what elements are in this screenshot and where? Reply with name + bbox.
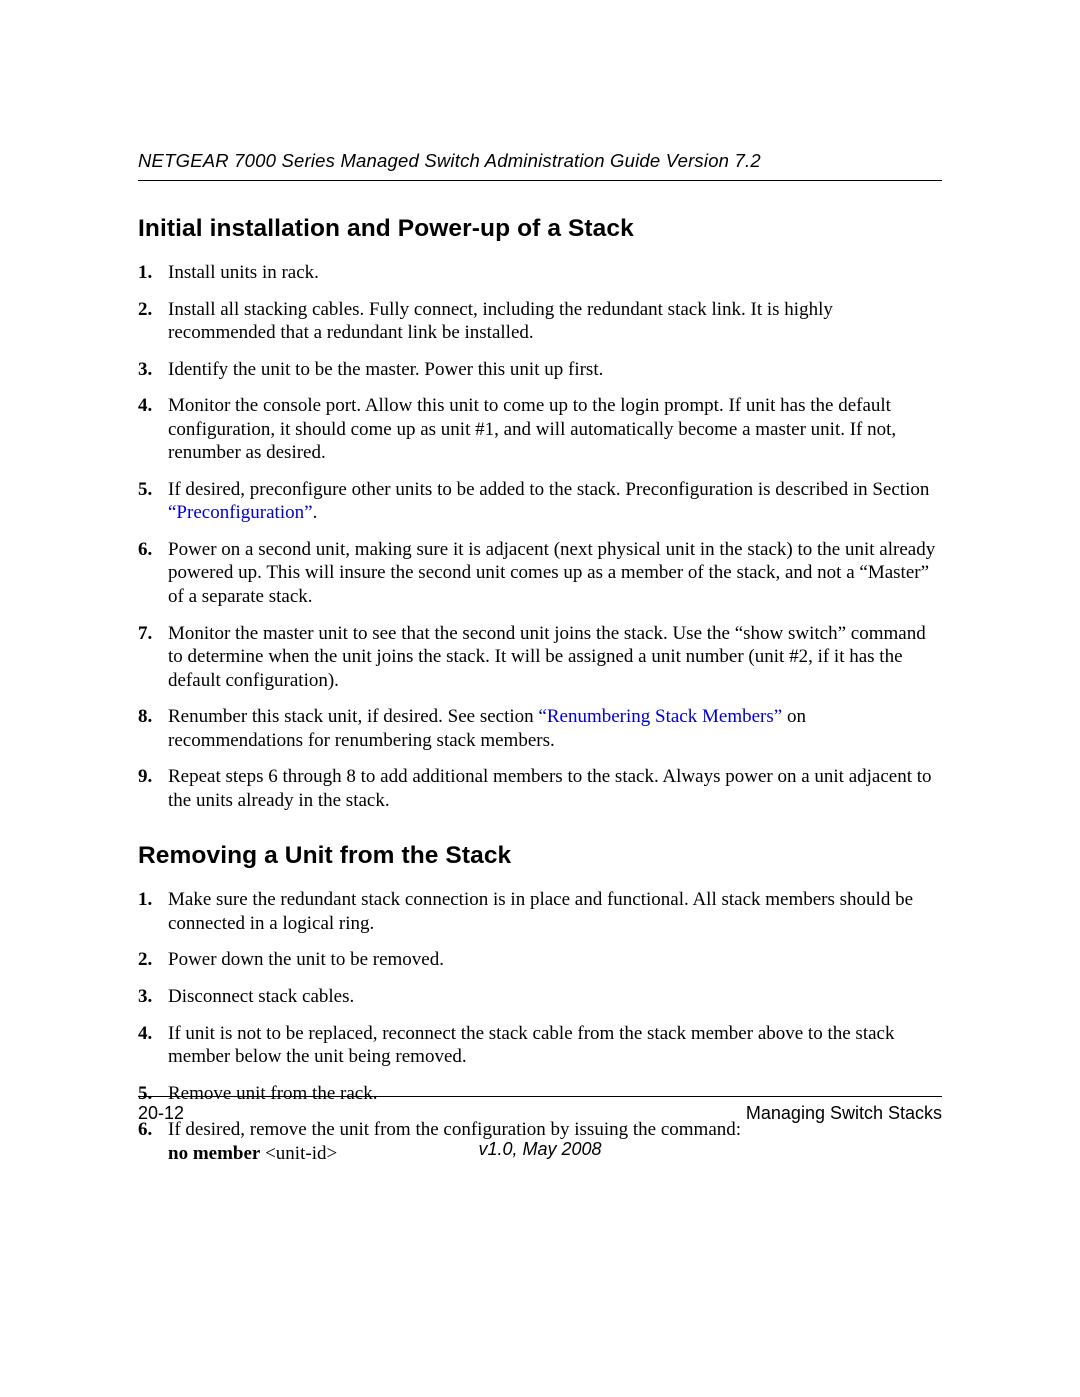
- step-item: 1.Make sure the redundant stack connecti…: [138, 888, 942, 935]
- step-text: Install units in rack.: [168, 261, 942, 285]
- text-run: .: [313, 502, 318, 523]
- step-item: 1.Install units in rack.: [138, 261, 942, 285]
- step-text: Install all stacking cables. Fully conne…: [168, 298, 942, 345]
- footer-rule: [138, 1096, 942, 1097]
- cross-reference-link[interactable]: “Renumbering Stack Members”: [538, 706, 782, 727]
- step-item: 3.Identify the unit to be the master. Po…: [138, 358, 942, 382]
- step-item: 2.Power down the unit to be removed.: [138, 948, 942, 972]
- text-run: Install all stacking cables. Fully conne…: [168, 299, 833, 344]
- step-text: Identify the unit to be the master. Powe…: [168, 358, 942, 382]
- section-heading: Initial installation and Power-up of a S…: [138, 215, 942, 243]
- text-run: Power down the unit to be removed.: [168, 949, 444, 970]
- running-head: NETGEAR 7000 Series Managed Switch Admin…: [138, 150, 942, 181]
- step-item: 2.Install all stacking cables. Fully con…: [138, 298, 942, 345]
- step-text: Disconnect stack cables.: [168, 985, 942, 1009]
- step-text: Renumber this stack unit, if desired. Se…: [168, 705, 942, 752]
- text-run: Disconnect stack cables.: [168, 986, 354, 1007]
- step-text: Monitor the console port. Allow this uni…: [168, 394, 942, 465]
- section-heading: Removing a Unit from the Stack: [138, 842, 942, 870]
- text-run: If unit is not to be replaced, reconnect…: [168, 1023, 894, 1068]
- step-item: 4.If unit is not to be replaced, reconne…: [138, 1022, 942, 1069]
- footer-row: 20-12 Managing Switch Stacks: [138, 1103, 942, 1124]
- text-run: Monitor the console port. Allow this uni…: [168, 395, 896, 463]
- step-number: 7.: [138, 622, 168, 693]
- step-item: 3.Disconnect stack cables.: [138, 985, 942, 1009]
- page-body: Initial installation and Power-up of a S…: [138, 215, 942, 1165]
- step-text: If desired, preconfigure other units to …: [168, 478, 942, 525]
- step-item: 9.Repeat steps 6 through 8 to add additi…: [138, 765, 942, 812]
- text-run: Monitor the master unit to see that the …: [168, 623, 926, 691]
- text-run: If desired, preconfigure other units to …: [168, 479, 929, 500]
- text-run: Make sure the redundant stack connection…: [168, 889, 913, 934]
- step-item: 7.Monitor the master unit to see that th…: [138, 622, 942, 693]
- step-text: Repeat steps 6 through 8 to add addition…: [168, 765, 942, 812]
- step-number: 2.: [138, 948, 168, 972]
- step-item: 8.Renumber this stack unit, if desired. …: [138, 705, 942, 752]
- step-number: 3.: [138, 358, 168, 382]
- step-number: 9.: [138, 765, 168, 812]
- cross-reference-link[interactable]: “Preconfiguration”: [168, 502, 313, 523]
- chapter-title: Managing Switch Stacks: [746, 1103, 942, 1124]
- step-number: 1.: [138, 888, 168, 935]
- step-item: 5.If desired, preconfigure other units t…: [138, 478, 942, 525]
- step-text: Power on a second unit, making sure it i…: [168, 538, 942, 609]
- step-number: 3.: [138, 985, 168, 1009]
- version-line: v1.0, May 2008: [0, 1139, 1080, 1160]
- text-run: Power on a second unit, making sure it i…: [168, 539, 935, 607]
- step-text: If unit is not to be replaced, reconnect…: [168, 1022, 942, 1069]
- step-number: 5.: [138, 478, 168, 525]
- step-number: 2.: [138, 298, 168, 345]
- step-number: 1.: [138, 261, 168, 285]
- step-number: 8.: [138, 705, 168, 752]
- text-run: Repeat steps 6 through 8 to add addition…: [168, 766, 932, 811]
- step-text: Monitor the master unit to see that the …: [168, 622, 942, 693]
- text-run: Renumber this stack unit, if desired. Se…: [168, 706, 538, 727]
- step-text: Power down the unit to be removed.: [168, 948, 942, 972]
- step-list: 1.Install units in rack.2.Install all st…: [138, 261, 942, 812]
- page-number: 20-12: [138, 1103, 184, 1124]
- step-item: 4.Monitor the console port. Allow this u…: [138, 394, 942, 465]
- step-text: Make sure the redundant stack connection…: [168, 888, 942, 935]
- text-run: Install units in rack.: [168, 262, 319, 283]
- step-number: 6.: [138, 538, 168, 609]
- page-footer: 20-12 Managing Switch Stacks: [138, 1096, 942, 1124]
- text-run: Identify the unit to be the master. Powe…: [168, 359, 603, 380]
- step-number: 4.: [138, 1022, 168, 1069]
- step-number: 4.: [138, 394, 168, 465]
- step-item: 6.Power on a second unit, making sure it…: [138, 538, 942, 609]
- document-page: NETGEAR 7000 Series Managed Switch Admin…: [0, 0, 1080, 1397]
